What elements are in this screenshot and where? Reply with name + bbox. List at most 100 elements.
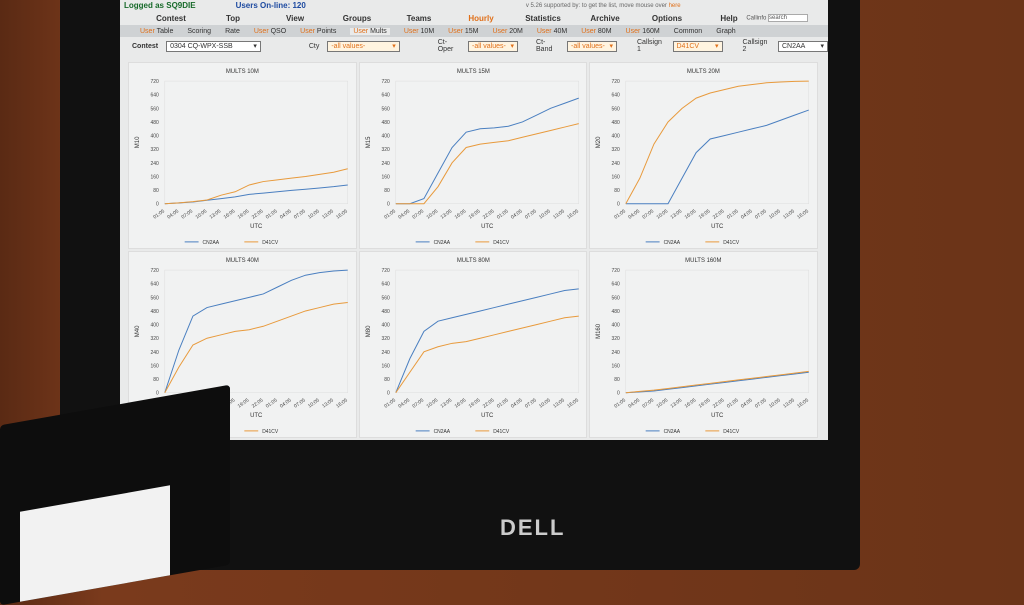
plot-area: [625, 80, 810, 204]
x-tick-label: 16:05: [453, 397, 467, 409]
y-tick-label: 240: [612, 161, 620, 167]
submenu-item[interactable]: Scoring: [187, 27, 212, 35]
menu-contest[interactable]: Contest: [156, 13, 186, 23]
submenu-item[interactable]: User 40M: [536, 27, 568, 35]
logged-as: Logged as SQ9DIE: [124, 1, 196, 10]
ctband-select[interactable]: -all values- ▾: [567, 40, 617, 52]
submenu-item[interactable]: User 15M: [448, 27, 479, 35]
x-tick-label: 10:05: [656, 397, 670, 409]
here-link[interactable]: here: [668, 2, 681, 9]
menu-hourly[interactable]: Hourly: [468, 13, 494, 23]
y-tick-label: 400: [381, 322, 389, 328]
callinfo-search[interactable]: search: [768, 14, 808, 22]
x-tick-label: 13:05: [552, 397, 566, 409]
contest-label: Contest: [132, 42, 159, 50]
x-tick-label: 13:05: [321, 208, 335, 220]
x-tick-label: 07:05: [411, 208, 425, 220]
submenu-item[interactable]: User 20M: [492, 27, 523, 35]
y-tick-label: 0: [156, 391, 159, 397]
x-tick-label: 01:05: [152, 208, 166, 220]
dell-logo: DELL: [500, 515, 566, 540]
x-tick-label: 10:05: [425, 397, 439, 409]
y-tick-label: 160: [151, 174, 159, 180]
cty-label: Cty: [308, 42, 320, 50]
callsign1-select[interactable]: D41CV ▾: [672, 40, 723, 52]
menu-options[interactable]: Options: [651, 13, 683, 23]
plot-area: [164, 269, 348, 393]
submenu-item[interactable]: Rate: [225, 27, 240, 35]
y-tick-label: 480: [381, 309, 389, 315]
x-tick-label: 16:05: [797, 397, 811, 409]
x-tick-label: 16:05: [453, 208, 467, 220]
x-tick-label: 19:05: [467, 208, 481, 220]
submenu-item[interactable]: User Mults: [350, 27, 390, 35]
menu-groups[interactable]: Groups: [342, 13, 372, 23]
x-tick-label: 07:05: [754, 397, 768, 409]
submenu-item[interactable]: User 10M: [403, 27, 435, 35]
y-tick-label: 80: [384, 188, 390, 194]
x-tick-label: 22:05: [251, 208, 265, 220]
submenu-item[interactable]: User 80M: [581, 27, 612, 35]
submenu-item[interactable]: User Table: [140, 27, 174, 35]
y-tick-label: 560: [151, 106, 159, 112]
legend-label: D41CV: [493, 240, 510, 246]
menu-archive[interactable]: Archive: [590, 13, 620, 23]
menu-statistics[interactable]: Statistics: [525, 13, 561, 23]
y-tick-label: 0: [387, 391, 390, 397]
menu-view[interactable]: View: [285, 13, 305, 23]
submenu-item[interactable]: User QSO: [253, 27, 287, 35]
contest-select[interactable]: 0304 CQ-WPX-SSB ▾: [166, 40, 261, 52]
callsign2-label: Callsign 2: [742, 39, 768, 53]
submenu-item[interactable]: Graph: [716, 27, 736, 35]
menu-top[interactable]: Top: [225, 13, 241, 23]
x-axis-label: UTC: [250, 413, 263, 419]
y-tick-label: 0: [617, 391, 620, 397]
cty-select[interactable]: -all values- ▾: [327, 40, 400, 52]
y-tick-label: 80: [384, 377, 390, 383]
y-tick-label: 80: [153, 188, 159, 194]
x-tick-label: 04:05: [740, 208, 754, 220]
y-tick-label: 480: [612, 120, 620, 126]
y-tick-label: 640: [612, 282, 620, 288]
users-online: Users On-line: 120: [235, 1, 306, 10]
x-tick-label: 07:05: [411, 397, 425, 409]
x-tick-label: 13:05: [670, 208, 684, 220]
x-tick-label: 01:05: [726, 208, 740, 220]
y-tick-label: 240: [612, 350, 620, 356]
legend-label: CN2AA: [664, 240, 681, 246]
x-tick-label: 13:05: [552, 208, 566, 220]
legend-label: CN2AA: [433, 429, 450, 435]
x-tick-label: 07:05: [524, 397, 538, 409]
menu-teams[interactable]: Teams: [406, 13, 432, 23]
menu-help[interactable]: Help: [720, 13, 738, 23]
y-tick-label: 400: [381, 134, 389, 140]
y-tick-label: 640: [381, 282, 389, 288]
y-tick-label: 640: [151, 93, 159, 99]
series-line-d41cv: [164, 168, 348, 205]
submenu-item[interactable]: Common: [673, 27, 703, 35]
x-tick-label: 01:05: [614, 397, 628, 409]
x-tick-label: 10:05: [425, 208, 439, 220]
ctband-label: Ct-Band: [536, 39, 553, 53]
charts-grid: MULTS 10M 0 80 160 240 320 400 480 560 640 720 01:0…: [128, 62, 818, 438]
y-tick-label: 480: [612, 309, 620, 315]
callsign2-select[interactable]: CN2AA ▾: [778, 40, 828, 52]
series-line-d41cv: [395, 123, 579, 205]
y-tick-label: 240: [381, 350, 389, 356]
chart-title: MULTS 40M: [226, 258, 259, 264]
x-axis-label: UTC: [250, 224, 263, 230]
y-tick-label: 160: [151, 363, 159, 369]
chart-title: MULTS 20M: [687, 69, 720, 75]
submenu-item[interactable]: User Points: [300, 27, 337, 35]
legend-label: D41CV: [724, 429, 741, 435]
x-axis-label: UTC: [711, 413, 724, 419]
x-tick-label: 13:05: [439, 397, 453, 409]
submenu-item[interactable]: User 160M: [625, 27, 660, 35]
chart-m160: MULTS 160M 0 80 160 240 320 400 480 560 640 720 01:…: [589, 250, 818, 438]
legend-label: CN2AA: [664, 429, 681, 435]
ctoper-select[interactable]: -all values- ▾: [468, 40, 519, 52]
x-tick-label: 04:05: [166, 208, 180, 220]
y-tick-label: 560: [151, 295, 159, 301]
y-tick-label: 480: [381, 120, 389, 126]
y-tick-label: 640: [151, 282, 159, 288]
